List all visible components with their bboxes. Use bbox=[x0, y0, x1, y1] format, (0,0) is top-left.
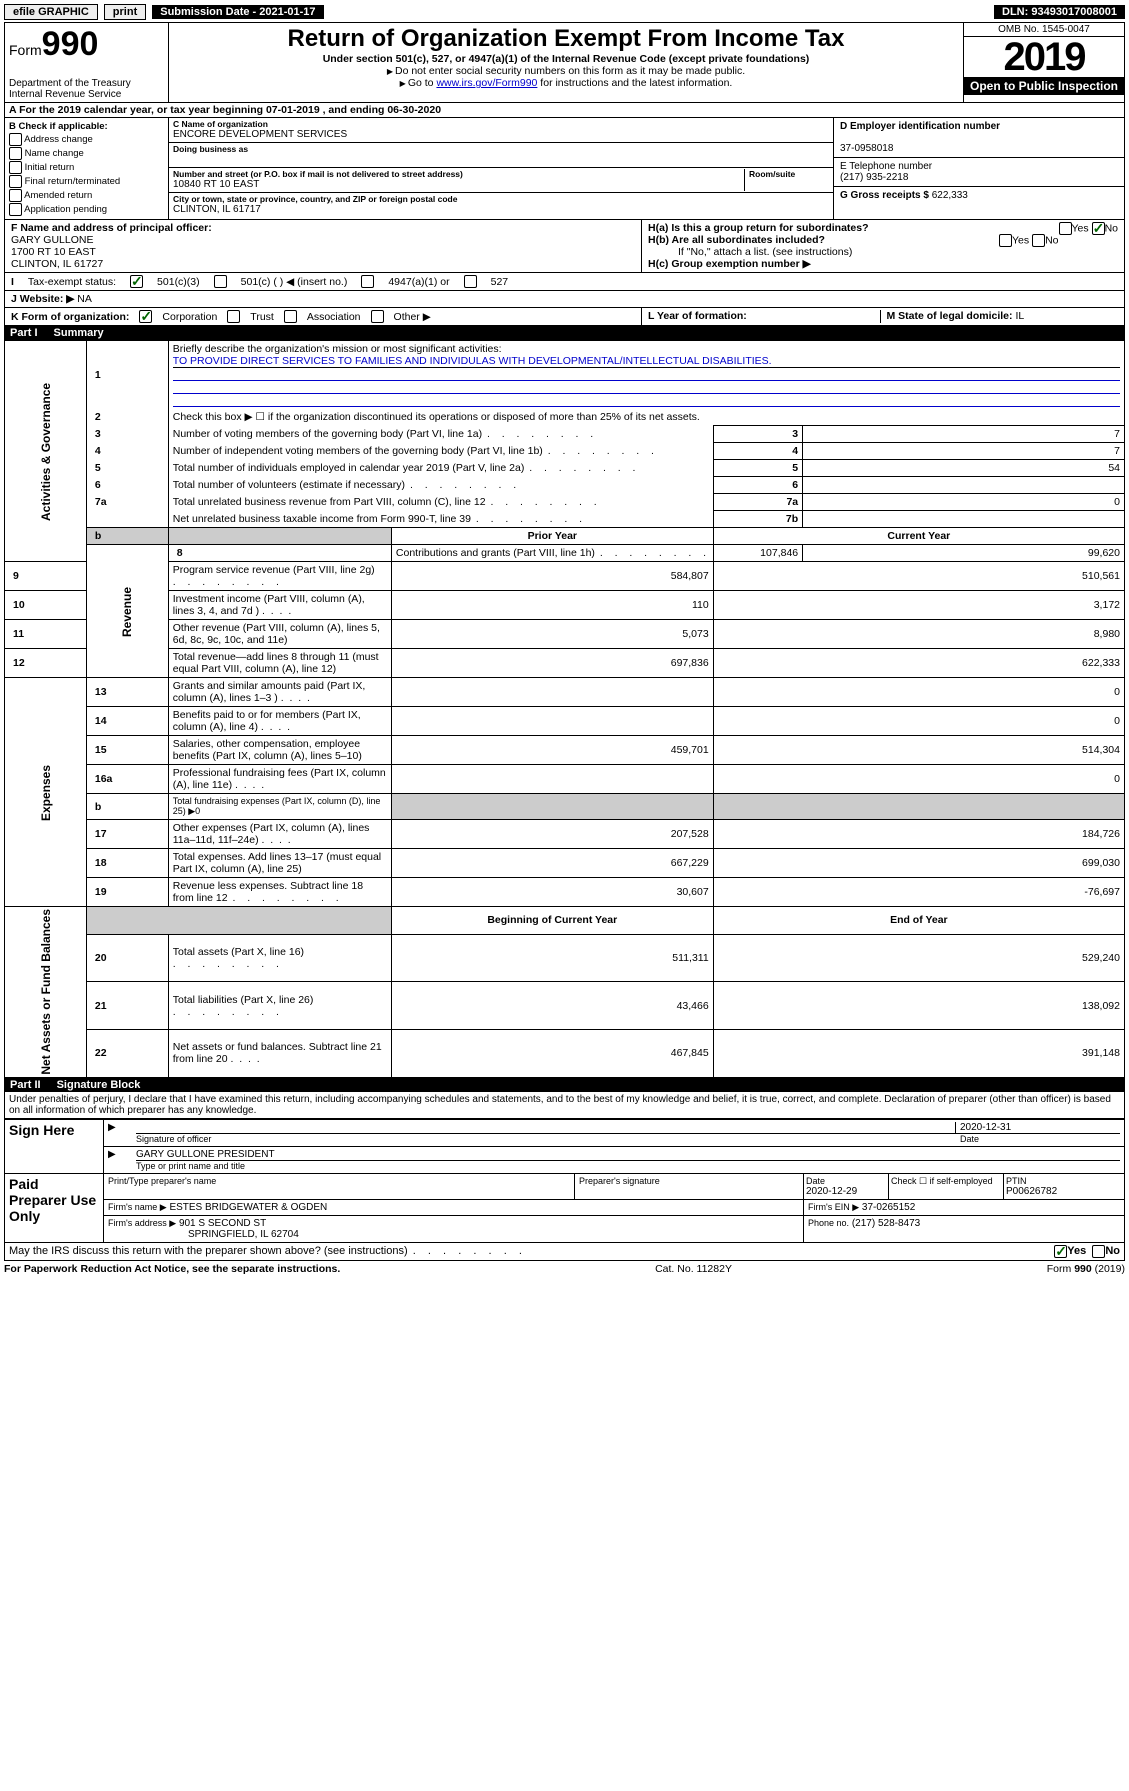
table-row: 14Benefits paid to or for members (Part … bbox=[5, 707, 1125, 736]
table-row: 12Total revenue—add lines 8 through 11 (… bbox=[5, 649, 1125, 678]
part1-table: Activities & Governance 1 Briefly descri… bbox=[4, 340, 1125, 1078]
tax-year: 2019 bbox=[964, 37, 1124, 77]
side-expenses: Expenses bbox=[5, 678, 87, 907]
dln: DLN: 93493017008001 bbox=[994, 5, 1125, 19]
part1-header: Part ISummary bbox=[4, 326, 1125, 340]
row-k: K Form of organization: Corporation Trus… bbox=[5, 308, 641, 325]
form-number: 990 bbox=[42, 25, 99, 63]
page-footer: For Paperwork Reduction Act Notice, see … bbox=[4, 1263, 1125, 1275]
jurat: Under penalties of perjury, I declare th… bbox=[4, 1092, 1125, 1119]
table-row: 22Net assets or fund balances. Subtract … bbox=[5, 1030, 1125, 1078]
sign-here-label: Sign Here bbox=[5, 1119, 104, 1173]
form-title: Return of Organization Exempt From Incom… bbox=[173, 25, 959, 53]
form-subtitle: Under section 501(c), 527, or 4947(a)(1)… bbox=[173, 53, 959, 65]
row-m: M State of legal domicile: IL bbox=[880, 310, 1119, 323]
form-word: Form bbox=[9, 42, 42, 58]
box-d: D Employer identification number 37-0958… bbox=[834, 118, 1124, 158]
row-j: J Website: ▶ NA bbox=[5, 291, 642, 307]
print-button[interactable]: print bbox=[104, 4, 146, 20]
table-row: 5Total number of individuals employed in… bbox=[5, 460, 1125, 477]
form-header: Form990 Department of the Treasury Inter… bbox=[4, 22, 1125, 103]
table-row: Net unrelated business taxable income fr… bbox=[5, 511, 1125, 528]
table-row: 7aTotal unrelated business revenue from … bbox=[5, 494, 1125, 511]
paid-preparer-label: Paid Preparer Use Only bbox=[5, 1173, 104, 1242]
side-revenue: Revenue bbox=[86, 545, 168, 678]
box-f: F Name and address of principal officer:… bbox=[5, 220, 641, 272]
table-row: 17Other expenses (Part IX, column (A), l… bbox=[5, 820, 1125, 849]
box-g: G Gross receipts $ 622,333 bbox=[834, 187, 1124, 204]
table-row: 19Revenue less expenses. Subtract line 1… bbox=[5, 878, 1125, 907]
open-public: Open to Public Inspection bbox=[964, 77, 1124, 95]
dept-treasury: Department of the Treasury Internal Reve… bbox=[9, 78, 164, 100]
row-a: A For the 2019 calendar year, or tax yea… bbox=[4, 103, 1125, 118]
top-bar: efile GRAPHIC print Submission Date - 20… bbox=[4, 4, 1125, 20]
box-c: C Name of organization ENCORE DEVELOPMEN… bbox=[169, 118, 833, 219]
table-row: 15Salaries, other compensation, employee… bbox=[5, 736, 1125, 765]
submission-date: Submission Date - 2021-01-17 bbox=[152, 5, 323, 19]
side-governance: Activities & Governance bbox=[5, 341, 87, 562]
note-2-pre: Go to bbox=[408, 77, 437, 89]
note-2-post: for instructions and the latest informat… bbox=[537, 77, 732, 89]
form990-link[interactable]: www.irs.gov/Form990 bbox=[436, 77, 537, 89]
discuss-row: May the IRS discuss this return with the… bbox=[4, 1243, 1125, 1261]
box-e: E Telephone number (217) 935-2218 bbox=[834, 158, 1124, 187]
table-row: 20Total assets (Part X, line 16)511,3115… bbox=[5, 934, 1125, 982]
row-i: I Tax-exempt status: 501(c)(3) 501(c) ( … bbox=[5, 273, 642, 290]
table-row: 3Number of voting members of the governi… bbox=[5, 426, 1125, 443]
table-row: 18Total expenses. Add lines 13–17 (must … bbox=[5, 849, 1125, 878]
table-row: 16aProfessional fundraising fees (Part I… bbox=[5, 765, 1125, 794]
part2-header: Part IISignature Block bbox=[4, 1078, 1125, 1092]
efile-tag: efile GRAPHIC bbox=[4, 4, 98, 20]
box-b: B Check if applicable: Address change Na… bbox=[5, 118, 169, 219]
note-1: Do not enter social security numbers on … bbox=[395, 65, 745, 77]
table-row: 21Total liabilities (Part X, line 26)43,… bbox=[5, 982, 1125, 1030]
table-row: 4Number of independent voting members of… bbox=[5, 443, 1125, 460]
table-row: 10Investment income (Part VIII, column (… bbox=[5, 591, 1125, 620]
row-l: L Year of formation: bbox=[648, 310, 880, 323]
box-h: H(a) Is this a group return for subordin… bbox=[641, 220, 1124, 272]
table-row: 9Program service revenue (Part VIII, lin… bbox=[5, 562, 1125, 591]
signature-table: Sign Here ▶ 2020-12-31 Signature of offi… bbox=[4, 1119, 1125, 1243]
table-row: bTotal fundraising expenses (Part IX, co… bbox=[5, 794, 1125, 820]
table-row: 11Other revenue (Part VIII, column (A), … bbox=[5, 620, 1125, 649]
table-row: 6Total number of volunteers (estimate if… bbox=[5, 477, 1125, 494]
side-netassets: Net Assets or Fund Balances bbox=[5, 907, 87, 1078]
